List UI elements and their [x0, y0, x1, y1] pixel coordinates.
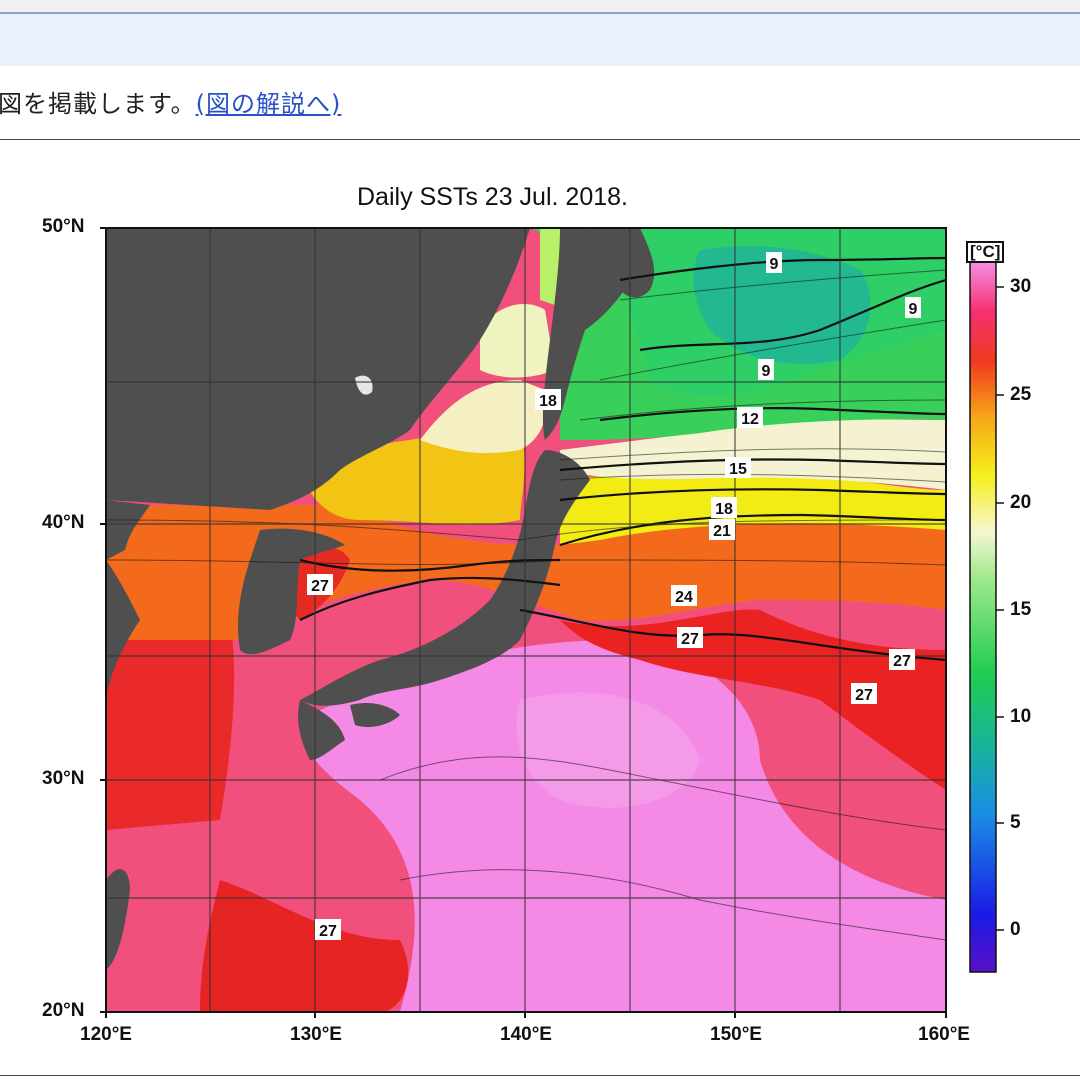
contour-label-box [677, 627, 703, 648]
contour-label: 27 [319, 923, 337, 940]
contour-label: 18 [715, 501, 733, 518]
header-band [0, 14, 1080, 66]
lon-label-160e: 160°E [918, 1024, 970, 1045]
land [106, 228, 655, 970]
lat-label-30n: 30°N [42, 768, 85, 789]
contour-label-box [905, 297, 921, 318]
contour-label-box [711, 497, 737, 518]
contour-label: 9 [909, 301, 918, 318]
colorbar [969, 261, 997, 973]
colorbar-tick-5: 5 [1010, 812, 1021, 833]
contour-label-box [851, 683, 877, 704]
colorbar-tick-15: 15 [1010, 599, 1032, 620]
lon-label-150e: 150°E [710, 1024, 762, 1045]
lon-label-140e: 140°E [500, 1024, 552, 1045]
colorbar-tick-30: 30 [1010, 276, 1032, 297]
colorbar-unit: [°C] [966, 241, 1005, 263]
intro-paragraph: 図を掲載します。(図の解説へ) [0, 84, 341, 119]
contour-label-box [709, 519, 735, 540]
contour-label-box [766, 252, 782, 273]
explanation-link[interactable]: (図の解説へ) [195, 90, 342, 118]
colorbar-tick-25: 25 [1010, 384, 1032, 405]
contour-label: 27 [855, 687, 873, 704]
intro-text: 図を掲載します。 [0, 90, 196, 118]
divider-bottom [0, 1075, 1080, 1076]
contour-label-box [671, 585, 697, 606]
lat-label-20n: 20°N [42, 1000, 85, 1021]
contour-label: 12 [741, 411, 759, 428]
contour-label-box [535, 389, 561, 410]
figure-title: Daily SSTs 23 Jul. 2018. [357, 183, 628, 211]
contour-label: 27 [311, 578, 329, 595]
lon-label-120e: 120°E [80, 1024, 132, 1045]
colorbar-tick-20: 20 [1010, 492, 1032, 513]
contour-label: 9 [762, 363, 771, 380]
lat-label-40n: 40°N [42, 512, 85, 533]
colorbar-tick-10: 10 [1010, 706, 1032, 727]
contour-label: 24 [675, 589, 693, 606]
contour-label-box [315, 919, 341, 940]
contour-label-box [758, 359, 774, 380]
colorbar-tick-0: 0 [1010, 919, 1021, 940]
browser-top-bar [0, 0, 1080, 14]
contour-label-box [737, 407, 763, 428]
lon-label-130e: 130°E [290, 1024, 342, 1045]
contour-label: 15 [729, 461, 747, 478]
contour-labels: 9 9 9 12 15 18 18 21 24 27 27 27 27 27 [307, 252, 921, 940]
contour-label-box [889, 649, 915, 670]
contour-label-box [307, 574, 333, 595]
contour-label: 27 [893, 653, 911, 670]
lat-label-50n: 50°N [42, 216, 85, 237]
divider-top [0, 139, 1080, 140]
contour-label: 18 [539, 393, 557, 410]
contour-label: 9 [770, 256, 779, 273]
contour-label: 21 [713, 523, 731, 540]
contour-label-box [725, 457, 751, 478]
map-field [106, 228, 946, 1012]
contour-label: 27 [681, 631, 699, 648]
